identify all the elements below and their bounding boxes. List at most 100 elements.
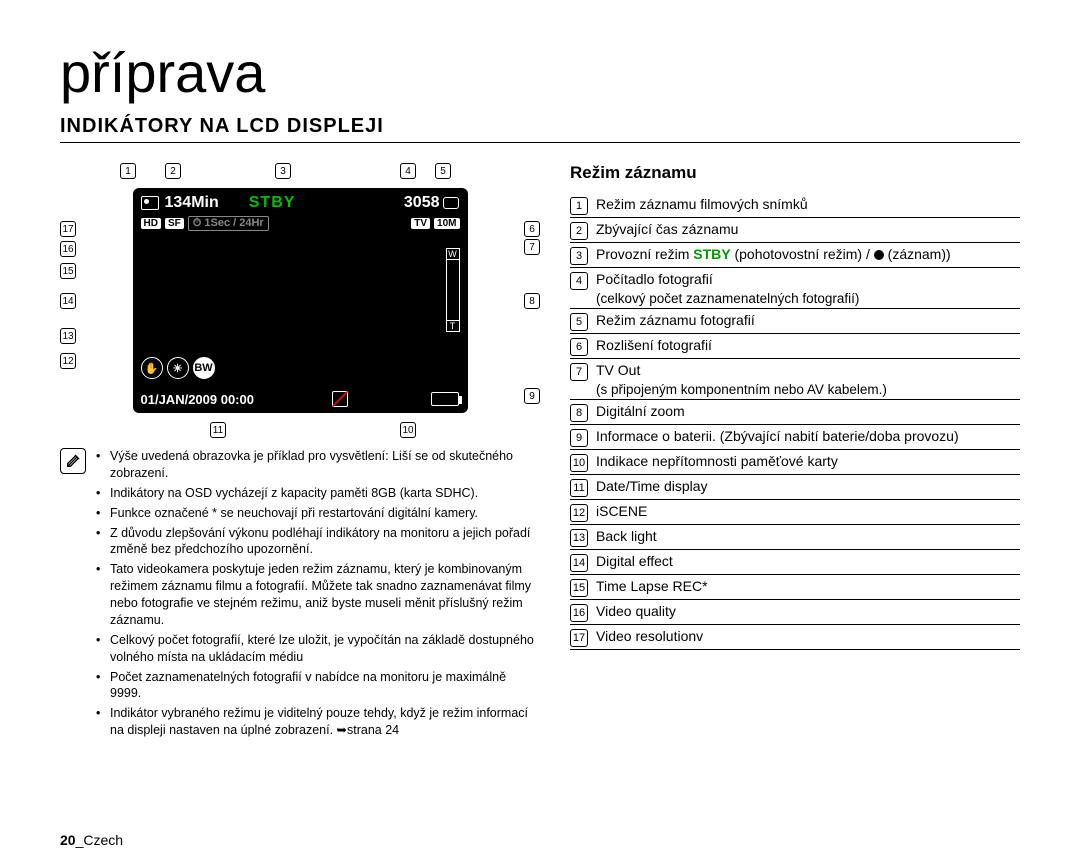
legend-subtext: (s připojeným komponentním nebo AV kabel… <box>570 382 1020 400</box>
legend-row: 2 Zbývající čas záznamu <box>570 218 1020 243</box>
iscene-icon: ✋ <box>141 357 163 379</box>
legend-number: 13 <box>570 529 588 547</box>
note-item: Z důvodu zlepšování výkonu podléhají ind… <box>96 525 540 559</box>
tv-badge: TV <box>411 218 430 229</box>
legend-text: iSCENE <box>596 503 1020 519</box>
legend-row: 16 Video quality <box>570 600 1020 625</box>
camera-icon <box>443 197 459 209</box>
callout-17: 17 <box>60 221 76 237</box>
lcd-screen: 134Min STBY 3058 HD SF ⏱ 1Sec / 24Hr TV … <box>133 188 468 413</box>
legend-number: 15 <box>570 579 588 597</box>
zoom-bar: W T <box>446 248 460 332</box>
section-title: INDIKÁTORY NA LCD DISPLEJI <box>60 115 1020 143</box>
callout-1: 1 <box>120 163 136 179</box>
callout-11: 11 <box>210 422 226 438</box>
callout-15: 15 <box>60 263 76 279</box>
legend-row: 14 Digital effect <box>570 550 1020 575</box>
legend-text: Digitální zoom <box>596 403 1020 419</box>
legend-number: 11 <box>570 479 588 497</box>
note-item: Indikátor vybraného režimu je viditelný … <box>96 705 540 739</box>
legend-number: 5 <box>570 313 588 331</box>
legend-text: Back light <box>596 528 1020 544</box>
callout-13: 13 <box>60 328 76 344</box>
callout-12: 12 <box>60 353 76 369</box>
legend-row: 12iSCENE <box>570 500 1020 525</box>
callout-3: 3 <box>275 163 291 179</box>
note-item: Počet zaznamenatelných fotografií v nabí… <box>96 669 540 703</box>
legend-text: Video quality <box>596 603 1020 619</box>
legend-row: 1 Režim záznamu filmových snímků <box>570 193 1020 218</box>
legend-text: Informace o baterii. (Zbývající nabití b… <box>596 428 1020 444</box>
legend-number: 6 <box>570 338 588 356</box>
legend-number: 3 <box>570 247 588 265</box>
legend-text: Režim záznamu filmových snímků <box>596 196 1020 212</box>
page-lang: _Czech <box>76 832 123 848</box>
legend-row: 13 Back light <box>570 525 1020 550</box>
legend-row: 3 Provozní režim STBY (pohotovostní režim… <box>570 243 1020 268</box>
notes-list: Výše uvedená obrazovka je příklad pro vy… <box>96 448 540 742</box>
datetime-display: 01/JAN/2009 00:00 <box>141 392 254 407</box>
page-footer: 20_Czech <box>60 832 123 848</box>
stby-indicator: STBY <box>249 194 296 212</box>
legend-row: 15 Time Lapse REC* <box>570 575 1020 600</box>
callout-16: 16 <box>60 241 76 257</box>
callout-7: 7 <box>524 239 540 255</box>
legend-number: 8 <box>570 404 588 422</box>
legend-row: 11 Date/Time display <box>570 475 1020 500</box>
zoom-t: T <box>446 320 460 332</box>
legend-text: Zbývající čas záznamu <box>596 221 1020 237</box>
note-item: Tato videokamera poskytuje jeden režim z… <box>96 561 540 629</box>
legend-row: 10 Indikace nepřítomnosti paměťové karty <box>570 450 1020 475</box>
page-title: příprava <box>60 40 1020 105</box>
note-item: Funkce označené * se neuchovají při rest… <box>96 505 540 522</box>
callout-9: 9 <box>524 388 540 404</box>
legend-number: 7 <box>570 363 588 381</box>
legend-row: 5 Režim záznamu fotografií <box>570 309 1020 334</box>
legend-number: 4 <box>570 272 588 290</box>
callout-5: 5 <box>435 163 451 179</box>
legend-text: Time Lapse REC* <box>596 578 1020 594</box>
legend-number: 10 <box>570 454 588 472</box>
legend-text: Digital effect <box>596 553 1020 569</box>
callout-4: 4 <box>400 163 416 179</box>
lcd-diagram: 1 2 3 4 5 6 7 8 9 10 11 12 13 14 15 16 1… <box>60 163 540 438</box>
note-item: Indikátory na OSD vycházejí z kapacity p… <box>96 485 540 502</box>
res-badge: 10M <box>434 218 459 229</box>
legend-text: Režim záznamu fotografií <box>596 312 1020 328</box>
legend-number: 1 <box>570 197 588 215</box>
legend-row: 6 Rozlišení fotografií <box>570 334 1020 359</box>
legend-text: Počítadlo fotografií <box>596 271 1020 287</box>
note-icon <box>60 448 86 474</box>
legend-row: 7 TV Out <box>570 359 1020 383</box>
legend-text: Video resolutionv <box>596 628 1020 644</box>
legend-row: 9 Informace o baterii. (Zbývající nabití … <box>570 425 1020 450</box>
legend-subtext: (celkový počet zaznamenatelných fotograf… <box>570 291 1020 309</box>
callout-14: 14 <box>60 293 76 309</box>
sf-badge: SF <box>165 218 184 229</box>
legend-text: Provozní režim STBY (pohotovostní režim)… <box>596 246 1020 262</box>
note-item: Celkový počet fotografií, které lze ulož… <box>96 632 540 666</box>
legend-text: Indikace nepřítomnosti paměťové karty <box>596 453 1020 469</box>
legend-number: 16 <box>570 604 588 622</box>
legend-number: 9 <box>570 429 588 447</box>
legend-row: 8 Digitální zoom <box>570 400 1020 425</box>
legend-number: 14 <box>570 554 588 572</box>
hd-badge: HD <box>141 218 161 229</box>
legend-title: Režim záznamu <box>570 163 1020 183</box>
movie-mode-icon <box>141 196 159 210</box>
legend-number: 2 <box>570 222 588 240</box>
legend-row: 4 Počítadlo fotografií <box>570 268 1020 292</box>
remaining-time: 134Min <box>165 194 219 212</box>
callout-6: 6 <box>524 221 540 237</box>
bw-icon: BW <box>193 357 215 379</box>
legend-text: Date/Time display <box>596 478 1020 494</box>
legend-text: TV Out <box>596 362 1020 378</box>
callout-2: 2 <box>165 163 181 179</box>
callout-10: 10 <box>400 422 416 438</box>
callout-8: 8 <box>524 293 540 309</box>
photo-counter: 3058 <box>404 194 440 212</box>
legend-list: 1 Režim záznamu filmových snímků 2 Zbývajíc… <box>570 193 1020 650</box>
no-card-icon <box>332 391 348 407</box>
legend-text: Rozlišení fotografií <box>596 337 1020 353</box>
timelapse-indicator: ⏱ 1Sec / 24Hr <box>188 216 269 231</box>
